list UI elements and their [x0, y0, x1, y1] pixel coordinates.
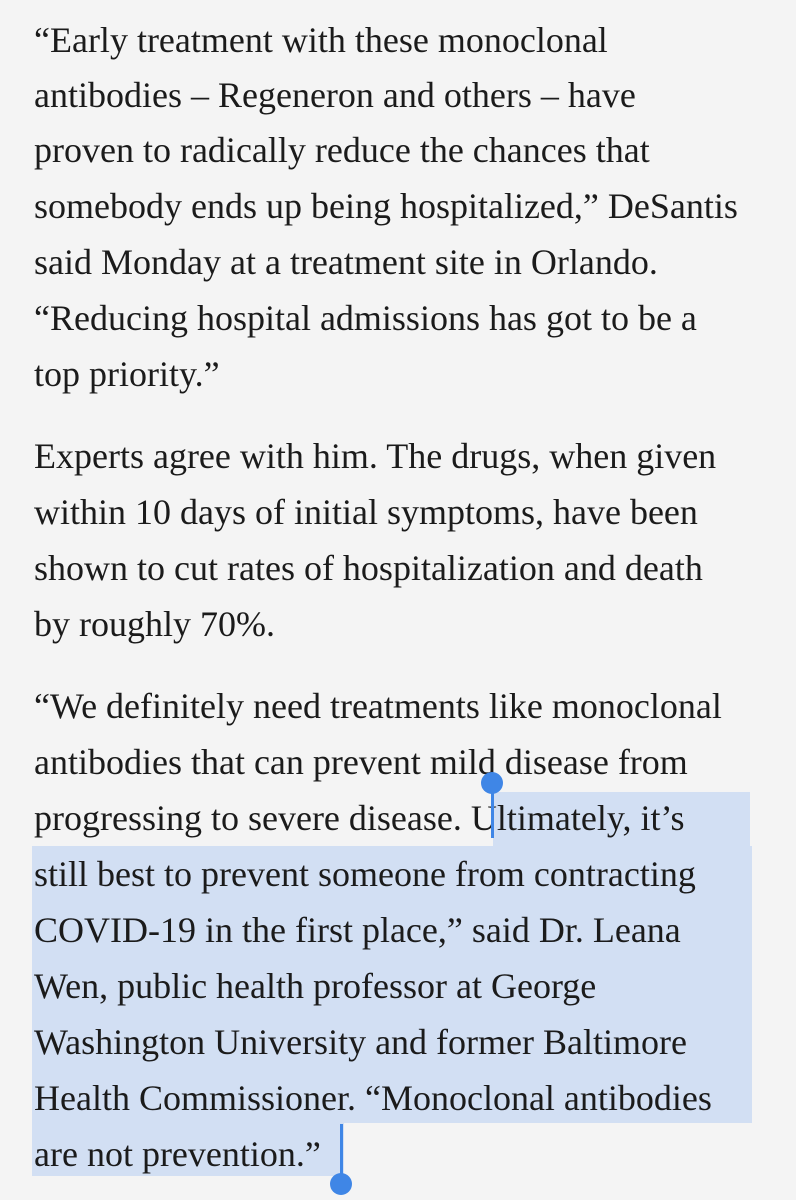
- selection-start-handle-knob[interactable]: [481, 772, 503, 794]
- text-line: top priority.”: [34, 354, 220, 394]
- text-selection-last-line: [32, 1123, 344, 1176]
- selected-text-line[interactable]: COVID-19 in the first place,” said Dr. L…: [34, 910, 681, 950]
- text-line: “Reducing hospital admissions has got to…: [34, 298, 697, 338]
- text-line: somebody ends up being hospitalized,” De…: [34, 186, 738, 226]
- selection-end-handle-knob[interactable]: [330, 1173, 352, 1195]
- text-line: within 10 days of initial symptoms, have…: [34, 492, 698, 532]
- selected-text-line[interactable]: still best to prevent someone from contr…: [34, 854, 696, 894]
- text-line: by roughly 70%.: [34, 604, 275, 644]
- text-line: said Monday at a treatment site in Orlan…: [34, 242, 658, 282]
- text-line: antibodies – Regeneron and others – have: [34, 75, 636, 115]
- text-line: proven to radically reduce the chances t…: [34, 130, 650, 170]
- selected-text-line[interactable]: are not prevention.”: [34, 1134, 321, 1174]
- selected-text-line[interactable]: Health Commissioner. “Monoclonal antibod…: [34, 1078, 712, 1118]
- unselected-text: progressing to severe disease.: [34, 798, 471, 838]
- text-selection-first-line: [493, 792, 750, 846]
- text-line: antibodies that can prevent mild disease…: [34, 742, 688, 782]
- text-line: progressing to severe disease. Ultimatel…: [34, 790, 685, 846]
- text-line: Experts agree with him. The drugs, when …: [34, 436, 717, 476]
- selected-text[interactable]: Ultimately, it’s: [470, 798, 685, 838]
- selected-text-line[interactable]: Washington University and former Baltimo…: [34, 1022, 687, 1062]
- text-line: shown to cut rates of hospitalization an…: [34, 548, 703, 588]
- text-line: “Early treatment with these monoclonal: [34, 20, 608, 60]
- text-line: “We definitely need treatments like mono…: [34, 686, 722, 726]
- selection-start-handle-bar: [491, 790, 494, 838]
- text-selection-block: [32, 846, 752, 1123]
- selected-text-line[interactable]: Wen, public health professor at George: [34, 966, 597, 1006]
- selection-end-handle-bar: [340, 1124, 343, 1176]
